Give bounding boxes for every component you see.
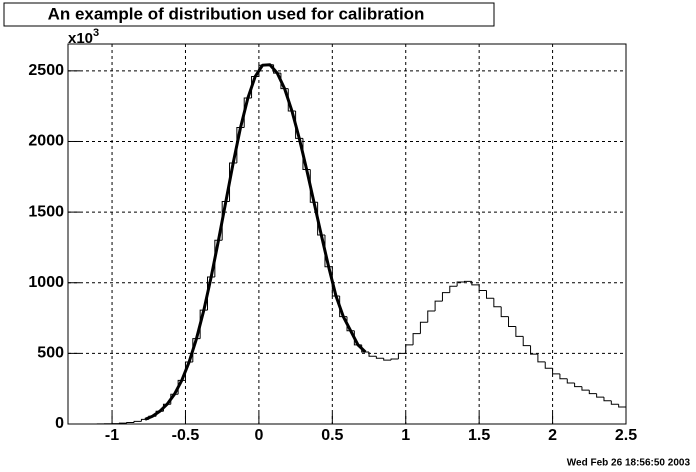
histogram-bin (596, 393, 604, 398)
x-tick-label: 2 (548, 427, 557, 444)
histogram-bin (456, 281, 465, 287)
title-box (3, 2, 495, 27)
x-tick-label: 0.5 (321, 427, 343, 444)
histogram-bin (126, 421, 135, 424)
chart-title: An example of distribution used for cali… (48, 4, 425, 23)
histogram-bin (588, 390, 597, 395)
histogram-bin (493, 298, 502, 308)
histogram-bin (419, 321, 428, 334)
histogram-bin (412, 333, 421, 345)
histogram-bin (375, 356, 384, 359)
histogram-bin (581, 386, 590, 391)
histogram-bin (508, 316, 516, 328)
histogram-bin (449, 285, 458, 293)
histogram-bin (434, 300, 443, 311)
histogram-bin (530, 345, 538, 355)
histogram-bin (383, 358, 392, 361)
histogram-bin (397, 352, 406, 360)
histogram-bin (133, 420, 142, 423)
histogram-bin (522, 336, 531, 347)
histogram-bin (500, 306, 509, 318)
y-tick-label: 2000 (28, 133, 64, 150)
y-multiplier: x103 (68, 27, 99, 47)
y-tick-label: 1500 (28, 203, 64, 220)
histogram-bin (544, 361, 553, 369)
histogram-bin (390, 358, 399, 361)
histogram-bin (486, 290, 494, 299)
histogram-bin (610, 400, 619, 405)
histogram-bin (566, 378, 575, 384)
histogram-bin (574, 383, 582, 388)
histogram-bin (618, 404, 627, 424)
x-tick-label: 2.5 (615, 427, 637, 444)
y-tick-label: 2500 (28, 62, 64, 79)
histogram-bin (441, 292, 450, 302)
x-tick-label: 0 (254, 427, 263, 444)
timestamp: Wed Feb 26 18:56:50 2003 (567, 458, 691, 469)
x-tick-label: -1 (105, 427, 119, 444)
histogram-bin (427, 310, 436, 323)
histogram-bin (603, 397, 612, 402)
histogram-bin (463, 280, 472, 283)
fit-curve (144, 63, 367, 421)
histogram-bin (478, 284, 487, 292)
histogram-bin (515, 326, 524, 337)
histogram-bin (552, 368, 560, 375)
y-tick-label: 1000 (28, 274, 64, 291)
y-tick-label: 500 (37, 345, 64, 362)
y-multiplier-exponent: 3 (93, 27, 99, 39)
histogram-bin (471, 281, 480, 286)
x-tick-label: 1.5 (468, 427, 490, 444)
x-tick-label: 1 (401, 427, 410, 444)
histogram-bin (559, 373, 568, 380)
histogram-bin (368, 351, 377, 357)
histogram-bin (405, 344, 414, 354)
y-multiplier-base: x10 (68, 30, 93, 47)
y-tick-label: 0 (55, 415, 64, 432)
histogram-bin (537, 354, 546, 363)
x-tick-label: -0.5 (172, 427, 200, 444)
